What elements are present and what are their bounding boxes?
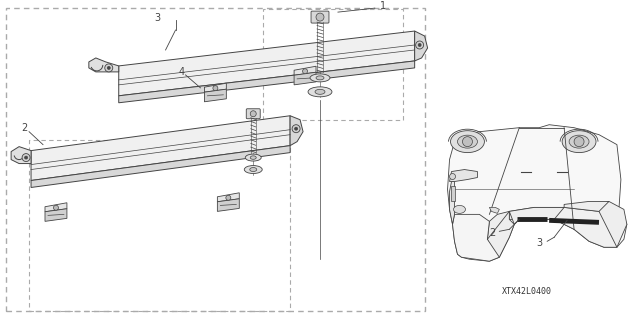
Polygon shape xyxy=(290,116,303,146)
Circle shape xyxy=(226,195,231,200)
Circle shape xyxy=(574,137,584,147)
Text: 2: 2 xyxy=(489,228,495,238)
Polygon shape xyxy=(447,125,627,261)
Polygon shape xyxy=(204,83,227,92)
Circle shape xyxy=(418,43,421,47)
Ellipse shape xyxy=(315,89,325,94)
Polygon shape xyxy=(31,146,290,188)
Polygon shape xyxy=(509,207,617,247)
Circle shape xyxy=(415,41,424,49)
Ellipse shape xyxy=(244,166,262,174)
Ellipse shape xyxy=(458,135,477,148)
Circle shape xyxy=(303,69,308,74)
Polygon shape xyxy=(218,199,239,211)
Bar xyxy=(263,9,403,120)
Polygon shape xyxy=(119,31,415,96)
Polygon shape xyxy=(45,203,67,212)
Polygon shape xyxy=(31,116,290,181)
Circle shape xyxy=(108,66,110,70)
Circle shape xyxy=(449,174,456,180)
Circle shape xyxy=(213,86,218,91)
Bar xyxy=(451,187,454,201)
Polygon shape xyxy=(449,182,454,224)
Text: XTX42L0400: XTX42L0400 xyxy=(502,286,552,296)
Ellipse shape xyxy=(454,205,465,213)
Polygon shape xyxy=(294,66,316,75)
Polygon shape xyxy=(218,193,239,202)
FancyBboxPatch shape xyxy=(246,109,260,119)
FancyBboxPatch shape xyxy=(311,11,329,23)
Polygon shape xyxy=(204,89,227,102)
Ellipse shape xyxy=(250,167,257,172)
Polygon shape xyxy=(415,31,428,61)
Polygon shape xyxy=(45,209,67,221)
Polygon shape xyxy=(509,207,564,224)
Polygon shape xyxy=(449,169,477,182)
Circle shape xyxy=(463,137,472,147)
Bar xyxy=(6,8,424,311)
Polygon shape xyxy=(294,72,316,85)
Ellipse shape xyxy=(569,135,589,148)
Bar xyxy=(29,140,290,311)
Polygon shape xyxy=(452,214,499,261)
Polygon shape xyxy=(599,201,627,247)
Text: 2: 2 xyxy=(21,123,27,133)
Circle shape xyxy=(250,111,256,117)
Text: 1: 1 xyxy=(380,1,386,11)
Text: 4: 4 xyxy=(179,67,184,77)
Ellipse shape xyxy=(451,131,484,152)
Ellipse shape xyxy=(245,154,261,161)
Circle shape xyxy=(54,205,58,210)
Circle shape xyxy=(24,156,28,159)
Ellipse shape xyxy=(250,156,256,159)
Text: 3: 3 xyxy=(536,238,542,248)
Circle shape xyxy=(316,13,324,21)
Polygon shape xyxy=(11,147,31,164)
Polygon shape xyxy=(490,207,499,213)
Ellipse shape xyxy=(308,87,332,97)
Circle shape xyxy=(292,125,300,133)
Polygon shape xyxy=(488,211,515,257)
Ellipse shape xyxy=(316,76,324,80)
Text: 3: 3 xyxy=(154,13,161,23)
Polygon shape xyxy=(119,61,415,103)
Circle shape xyxy=(105,64,113,72)
Circle shape xyxy=(294,127,298,130)
Circle shape xyxy=(22,153,30,161)
Ellipse shape xyxy=(310,74,330,82)
Polygon shape xyxy=(89,58,119,72)
Ellipse shape xyxy=(562,131,596,152)
Polygon shape xyxy=(564,201,609,211)
